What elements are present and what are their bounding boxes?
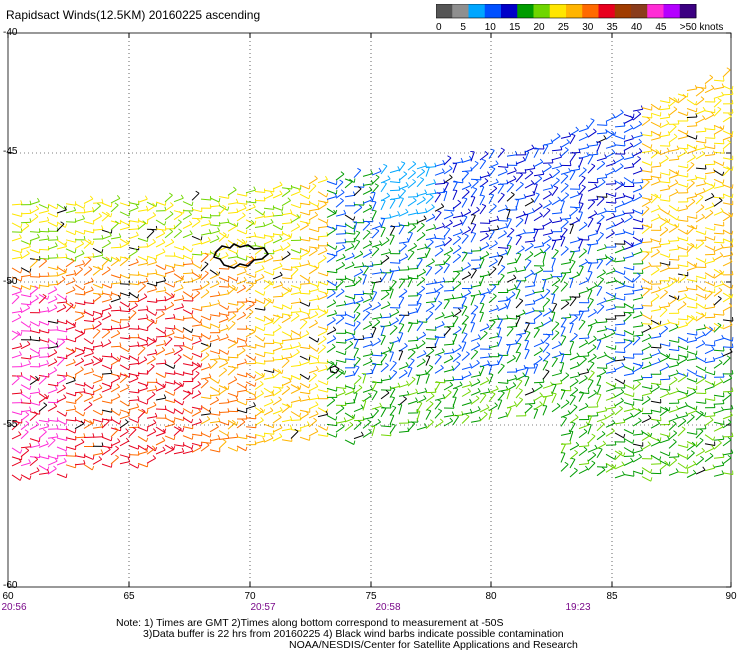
lon-tick-60: 60 <box>2 591 13 602</box>
lon-tick-70: 70 <box>244 591 255 602</box>
time-label-3: 20:58 <box>375 602 400 613</box>
time-label-2: 20:57 <box>250 602 275 613</box>
lon-tick-65: 65 <box>123 591 134 602</box>
time-label-4: 19:23 <box>565 602 590 613</box>
wind-barbs <box>12 68 733 482</box>
lat-tick-45: -45 <box>3 146 17 157</box>
lon-tick-85: 85 <box>606 591 617 602</box>
lat-tick-50: -50 <box>3 276 17 287</box>
island-outline-small <box>330 366 339 373</box>
lon-tick-90: 90 <box>725 591 736 602</box>
lat-tick-40: -40 <box>3 27 17 38</box>
credit-line: NOAA/NESDIS/Center for Satellite Applica… <box>289 639 578 651</box>
wind-map <box>0 0 740 590</box>
time-label-1: 20:56 <box>1 602 26 613</box>
island-outline <box>214 244 268 268</box>
lat-lon-grid <box>8 33 731 587</box>
lat-tick-60: -60 <box>3 580 17 591</box>
lon-tick-75: 75 <box>365 591 376 602</box>
lon-tick-80: 80 <box>485 591 496 602</box>
lat-tick-55: -55 <box>3 419 17 430</box>
map-frame <box>8 33 731 587</box>
